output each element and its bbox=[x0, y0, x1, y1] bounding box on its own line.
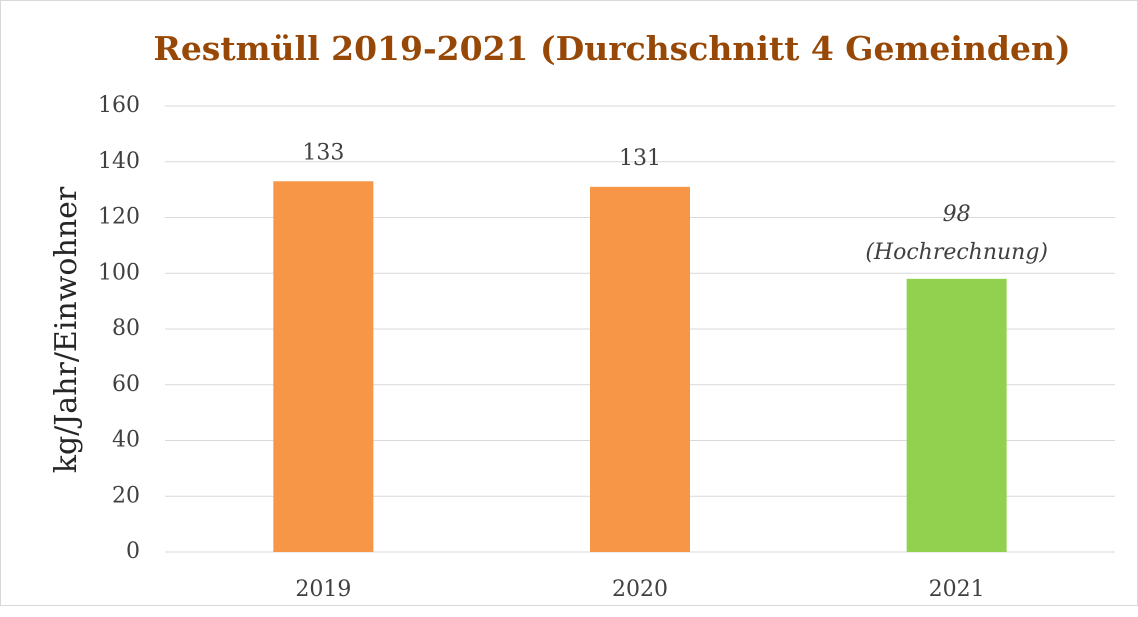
bar bbox=[906, 278, 1007, 552]
x-tick-label: 2019 bbox=[295, 577, 351, 602]
y-tick-label: 140 bbox=[98, 149, 140, 174]
y-tick-label: 20 bbox=[112, 483, 140, 508]
data-label: 133 bbox=[302, 140, 344, 165]
y-tick-label: 0 bbox=[126, 539, 140, 564]
data-label: 98 bbox=[943, 202, 971, 227]
data-label: 131 bbox=[619, 146, 661, 171]
y-tick-label: 100 bbox=[98, 260, 140, 285]
x-tick-label: 2021 bbox=[929, 577, 985, 602]
y-axis-label: kg/Jahr/Einwohner bbox=[49, 186, 84, 473]
chart-title: Restmüll 2019-2021 (Durchschnitt 4 Gemei… bbox=[153, 29, 1070, 68]
x-tick-label: 2020 bbox=[612, 577, 668, 602]
bar bbox=[273, 181, 374, 552]
y-tick-label: 60 bbox=[112, 372, 140, 397]
y-tick-label: 160 bbox=[98, 93, 140, 118]
annotation: (Hochrechnung) bbox=[865, 240, 1048, 265]
y-tick-label: 40 bbox=[112, 428, 140, 453]
bar bbox=[590, 186, 690, 552]
y-tick-label: 80 bbox=[112, 316, 140, 341]
y-tick-label: 120 bbox=[98, 205, 140, 230]
